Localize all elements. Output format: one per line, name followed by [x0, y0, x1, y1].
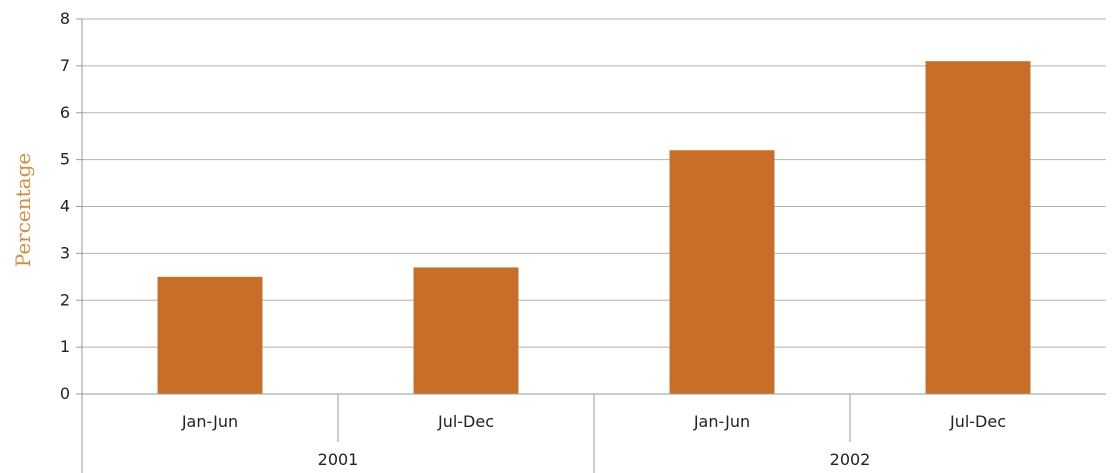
x-category-label: Jan-Jun: [181, 412, 238, 431]
y-tick-label: 4: [60, 197, 70, 216]
x-category-labels: Jan-Jun Jul-Dec Jan-Jun Jul-Dec: [181, 412, 1006, 431]
bars: [157, 61, 1031, 394]
bar: [669, 150, 775, 394]
y-tick-label: 8: [60, 9, 70, 28]
bar: [157, 276, 263, 394]
y-tick-label: 2: [60, 290, 70, 309]
x-group-label: 2002: [830, 450, 871, 469]
bar: [925, 61, 1031, 394]
x-category-label: Jul-Dec: [437, 412, 494, 431]
y-tick-label: 1: [60, 337, 70, 356]
bar: [413, 267, 519, 394]
y-tick-label: 7: [60, 56, 70, 75]
y-tick-label: 3: [60, 243, 70, 262]
x-group-label: 2001: [318, 450, 359, 469]
x-group-labels: 2001 2002: [318, 450, 871, 469]
y-tick-label: 6: [60, 103, 70, 122]
y-tick-label: 0: [60, 384, 70, 403]
axes: [81, 19, 1106, 473]
y-tick-labels: 0 1 2 3 4 5 6 7 8: [60, 9, 82, 403]
y-tick-label: 5: [60, 150, 70, 169]
x-category-label: Jan-Jun: [693, 412, 750, 431]
x-category-label: Jul-Dec: [949, 412, 1006, 431]
y-axis-title: Percentage: [11, 153, 35, 267]
